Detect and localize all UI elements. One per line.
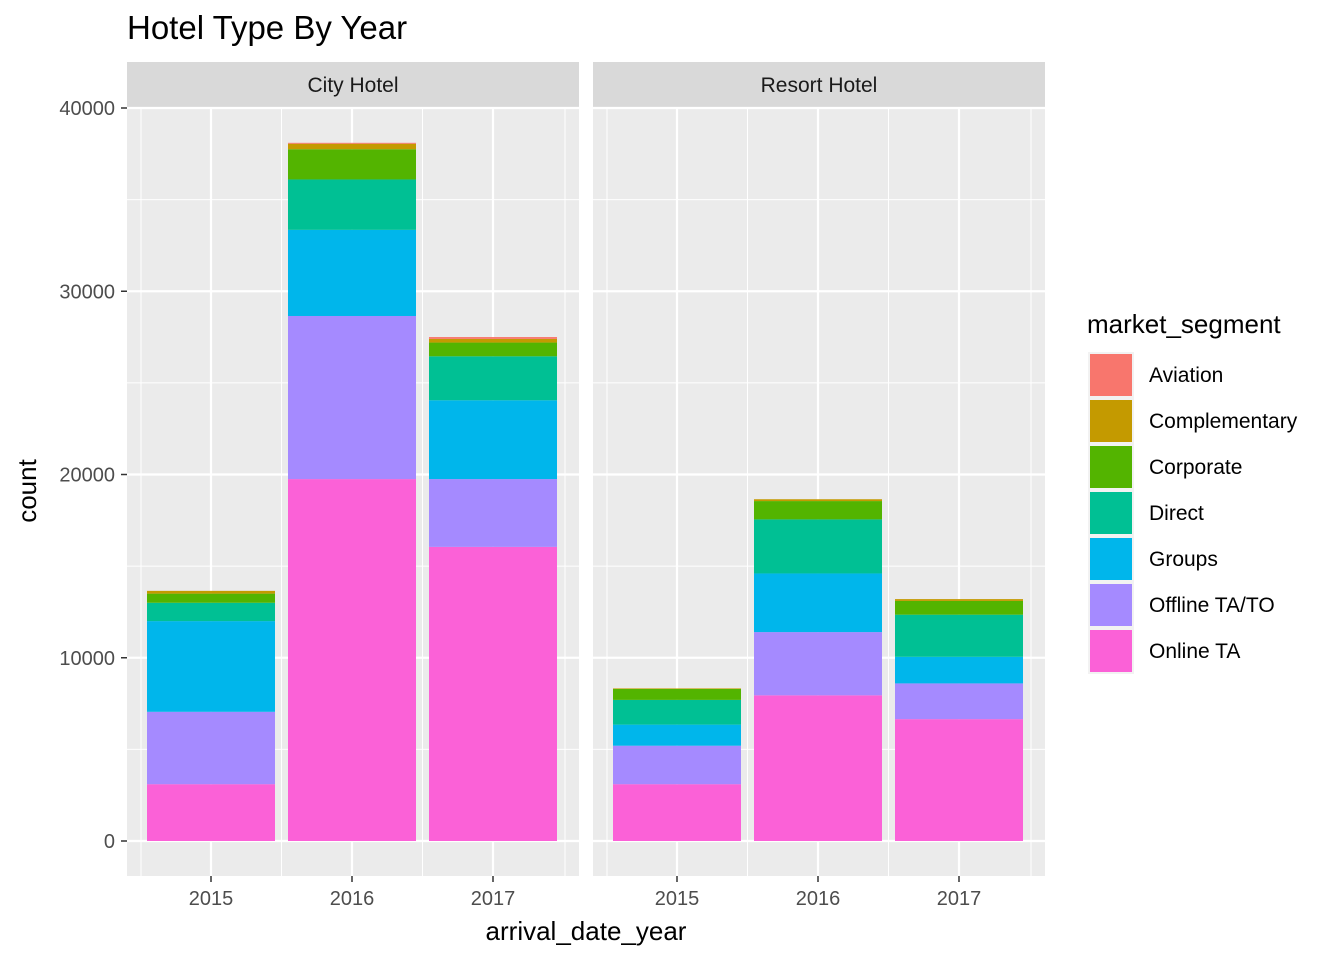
bar-segment-groups-2016 bbox=[754, 573, 882, 633]
legend-title: market_segment bbox=[1087, 309, 1281, 339]
bar-segment-direct-2017 bbox=[895, 614, 1023, 657]
y-tick-label: 10000 bbox=[59, 648, 115, 670]
bar-segment-groups-2015 bbox=[147, 621, 275, 712]
facet-strip bbox=[593, 62, 1045, 107]
bar-segment-direct-2015 bbox=[613, 699, 741, 725]
x-tick-label: 2015 bbox=[189, 888, 234, 910]
bar-segment-groups-2017 bbox=[895, 656, 1023, 684]
bar-segment-online-ta-2017 bbox=[429, 546, 557, 841]
bar-segment-offline-ta-to-2015 bbox=[147, 711, 275, 785]
bar-segment-direct-2016 bbox=[754, 519, 882, 574]
bar-segment-online-ta-2016 bbox=[754, 695, 882, 841]
bar-segment-offline-ta-to-2015 bbox=[613, 745, 741, 785]
bar-segment-complementary-2015 bbox=[147, 590, 275, 594]
legend-swatch bbox=[1090, 354, 1132, 396]
bar-segment-complementary-2017 bbox=[895, 599, 1023, 601]
bar-segment-complementary-2016 bbox=[754, 499, 882, 502]
bar-segment-offline-ta-to-2016 bbox=[754, 632, 882, 696]
x-tick-label: 2015 bbox=[655, 888, 700, 910]
legend-swatch bbox=[1090, 584, 1132, 626]
bar-segment-online-ta-2015 bbox=[613, 784, 741, 841]
x-tick-label: 2017 bbox=[471, 888, 516, 910]
bar-segment-offline-ta-to-2017 bbox=[429, 479, 557, 547]
bar-segment-online-ta-2016 bbox=[288, 479, 416, 841]
x-tick-label: 2016 bbox=[330, 888, 375, 910]
bar-segment-corporate-2016 bbox=[288, 149, 416, 180]
x-tick-label: 2017 bbox=[937, 888, 982, 910]
y-axis-title: count bbox=[12, 458, 42, 522]
legend-label: Direct bbox=[1149, 502, 1204, 525]
bar-segment-groups-2015 bbox=[613, 724, 741, 746]
y-tick-label: 30000 bbox=[59, 281, 115, 303]
legend-label: Corporate bbox=[1149, 456, 1242, 479]
legend-swatch bbox=[1090, 446, 1132, 488]
bar-segment-complementary-2015 bbox=[613, 688, 741, 689]
facet-strip-label: City Hotel bbox=[307, 74, 398, 97]
bar-segment-complementary-2016 bbox=[288, 143, 416, 150]
legend-label: Aviation bbox=[1149, 364, 1223, 387]
facet-strip-label: Resort Hotel bbox=[761, 74, 878, 97]
bar-segment-online-ta-2015 bbox=[147, 784, 275, 841]
legend-label: Offline TA/TO bbox=[1149, 594, 1275, 617]
y-axis: 0 10000 20000 30000 40000 bbox=[59, 98, 127, 853]
bar-segment-direct-2016 bbox=[288, 179, 416, 230]
legend-swatch bbox=[1090, 538, 1132, 580]
facet-strip bbox=[127, 62, 579, 107]
legend-label: Complementary bbox=[1149, 410, 1298, 433]
panel-city-hotel: City Hotel 2015 2016 2017 bbox=[127, 62, 579, 910]
bar-segment-aviation-2016 bbox=[288, 142, 416, 144]
bar-segment-aviation-2017 bbox=[429, 337, 557, 339]
x-axis-title: arrival_date_year bbox=[486, 916, 687, 946]
legend-label: Online TA bbox=[1149, 640, 1240, 663]
bar-segment-corporate-2017 bbox=[895, 600, 1023, 615]
panel-resort-hotel: Resort Hotel 2015 2016 2017 bbox=[593, 62, 1045, 910]
bar-segment-corporate-2016 bbox=[754, 501, 882, 520]
bar-segment-direct-2015 bbox=[147, 602, 275, 622]
chart-title: Hotel Type By Year bbox=[127, 9, 407, 46]
legend-swatch bbox=[1090, 492, 1132, 534]
bar-segment-groups-2016 bbox=[288, 229, 416, 316]
x-tick-label: 2016 bbox=[796, 888, 841, 910]
bar-segment-complementary-2017 bbox=[429, 338, 557, 343]
legend-label: Groups bbox=[1149, 548, 1218, 571]
facet-panels: City Hotel 2015 2016 2017 Resort Hotel 2015 20… bbox=[127, 62, 1045, 910]
y-tick-label: 40000 bbox=[59, 98, 115, 120]
bar-segment-corporate-2015 bbox=[147, 593, 275, 603]
bar-segment-corporate-2017 bbox=[429, 342, 557, 357]
bar-segment-offline-ta-to-2017 bbox=[895, 683, 1023, 720]
bar-segment-groups-2017 bbox=[429, 400, 557, 480]
bar-segment-online-ta-2017 bbox=[895, 719, 1023, 841]
legend-swatch bbox=[1090, 400, 1132, 442]
y-tick-label: 20000 bbox=[59, 465, 115, 487]
bar-segment-offline-ta-to-2016 bbox=[288, 315, 416, 480]
legend: market_segment Aviation Complementary Corp… bbox=[1087, 309, 1298, 674]
bar-segment-direct-2017 bbox=[429, 356, 557, 401]
bar-segment-corporate-2015 bbox=[613, 688, 741, 700]
y-tick-label: 0 bbox=[104, 831, 115, 853]
legend-swatch bbox=[1090, 630, 1132, 672]
